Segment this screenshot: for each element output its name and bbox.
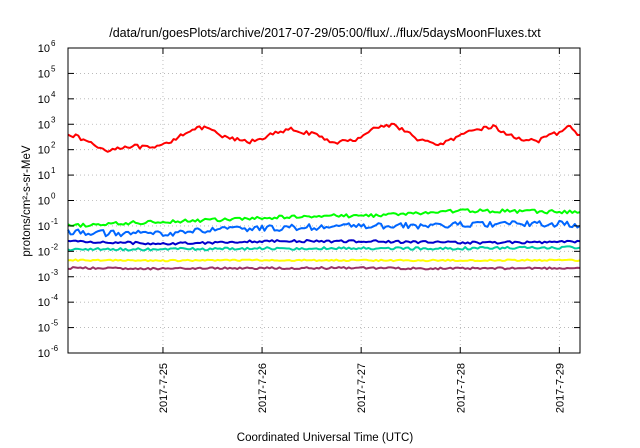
series-line-3 xyxy=(67,219,581,238)
y-tick-exponent: 4 xyxy=(51,90,56,99)
y-tick-label: 10 xyxy=(38,221,50,233)
y-tick-exponent: 1 xyxy=(51,166,56,175)
series-line-2 xyxy=(67,208,581,228)
series-layer xyxy=(67,122,581,271)
y-tick-exponent: -3 xyxy=(51,268,59,277)
series-line-4 xyxy=(67,239,581,246)
y-tick-exponent: 5 xyxy=(51,64,56,73)
series-line-7 xyxy=(67,266,581,271)
series-line-6 xyxy=(67,258,581,263)
y-tick-exponent: -4 xyxy=(51,293,59,302)
y-tick-label: 10 xyxy=(38,246,50,258)
y-tick-exponent: -5 xyxy=(51,319,59,328)
y-tick-exponent: -1 xyxy=(51,217,59,226)
y-tick-exponent: 0 xyxy=(51,192,56,201)
y-tick-exponent: 2 xyxy=(51,141,56,150)
x-tick-label: 2017-7-28 xyxy=(455,363,467,413)
y-tick-label: 10 xyxy=(38,323,50,335)
y-tick-label: 10 xyxy=(38,272,50,284)
y-tick-exponent: -2 xyxy=(51,242,59,251)
y-tick-exponent: 6 xyxy=(51,39,56,48)
y-tick-exponent: -6 xyxy=(51,344,59,353)
grid xyxy=(68,48,580,353)
y-tick-label: 10 xyxy=(38,297,50,309)
series-line-1 xyxy=(67,122,581,153)
chart-title: /data/run/goesPlots/archive/2017-07-29/0… xyxy=(109,26,541,40)
y-tick-label: 10 xyxy=(38,119,50,131)
series-line-5 xyxy=(67,245,581,252)
y-tick-exponent: 3 xyxy=(51,115,56,124)
x-tick-label: 2017-7-27 xyxy=(356,363,368,413)
y-tick-label: 10 xyxy=(38,68,50,80)
y-tick-label: 10 xyxy=(38,145,50,157)
y-tick-label: 10 xyxy=(38,348,50,360)
x-tick-label: 2017-7-26 xyxy=(257,363,269,413)
x-tick-label: 2017-7-29 xyxy=(554,363,566,413)
y-tick-label: 10 xyxy=(38,43,50,55)
x-axis-ticks: 2017-7-25 2017-7-26 2017-7-27 2017-7-28 2017… xyxy=(158,48,566,413)
x-tick-label: 2017-7-25 xyxy=(158,363,170,413)
y-axis-label: protons/cm²-s-sr-MeV xyxy=(21,145,33,257)
y-tick-label: 10 xyxy=(38,170,50,182)
y-tick-label: 10 xyxy=(38,196,50,208)
x-axis-label: Coordinated Universal Time (UTC) xyxy=(237,432,414,444)
y-tick-label: 10 xyxy=(38,94,50,106)
